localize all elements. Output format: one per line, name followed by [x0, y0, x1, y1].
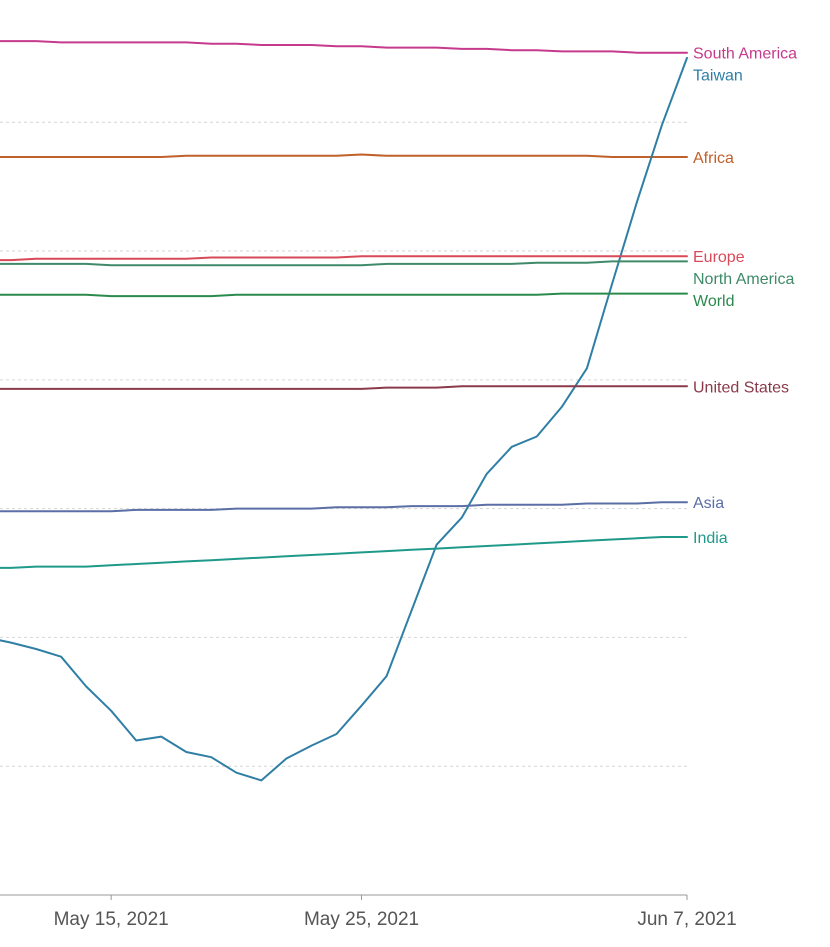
series-label-taiwan: Taiwan	[693, 68, 743, 85]
series-label-north-america: North America	[693, 271, 794, 288]
series-label-united-states: United States	[693, 379, 789, 396]
gridlines	[0, 121, 687, 767]
series-label-africa: Africa	[693, 150, 734, 167]
series-line-africa	[0, 153, 688, 158]
series-line-north-america	[0, 260, 688, 267]
series-labels: South America Taiwan Africa Europe North Ame…	[693, 46, 797, 547]
series-line-india	[0, 536, 688, 569]
series-label-asia: Asia	[693, 495, 724, 512]
series-line-south-america	[0, 40, 688, 54]
series-line-world	[0, 292, 688, 298]
series-label-india: India	[693, 530, 728, 547]
x-tick-label: Jun 7, 2021	[637, 909, 736, 930]
series-lines	[0, 40, 688, 782]
series-line-asia	[0, 501, 688, 513]
series-label-world: World	[693, 293, 735, 310]
series-label-europe: Europe	[693, 249, 745, 266]
x-tick-label: May 25, 2021	[304, 909, 419, 930]
series-line-europe	[0, 255, 688, 262]
series-line-united-states	[0, 385, 688, 390]
series-label-south-america: South America	[693, 46, 797, 63]
x-axis: May 15, 2021 May 25, 2021 Jun 7, 2021	[0, 894, 737, 930]
x-tick-label: May 15, 2021	[54, 909, 169, 930]
series-line-taiwan	[0, 56, 688, 782]
